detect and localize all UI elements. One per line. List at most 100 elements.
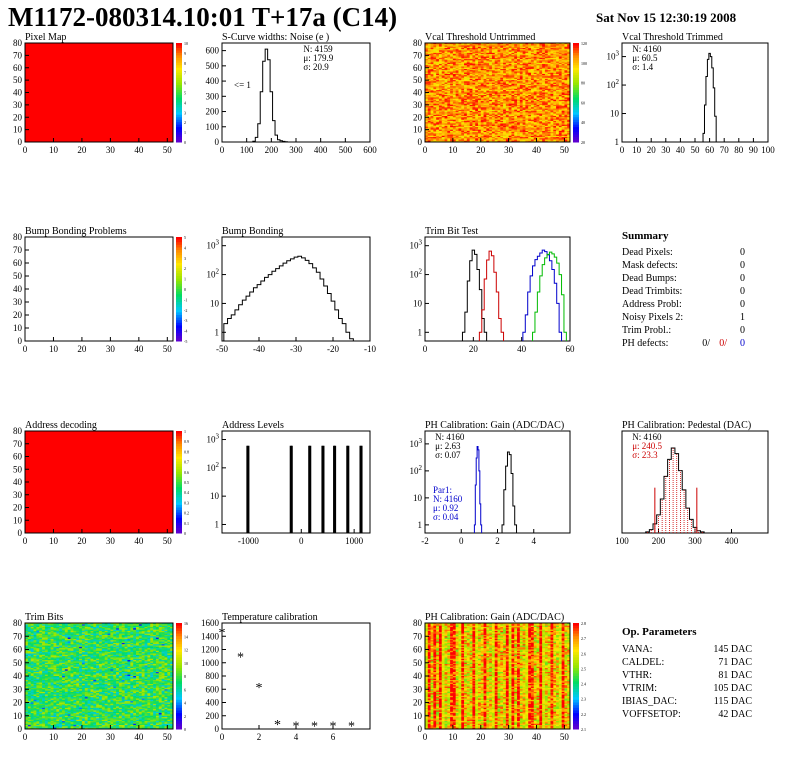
heatmap-cell <box>452 127 456 129</box>
heatmap-cell <box>553 76 557 78</box>
heatmap-cell <box>494 93 498 96</box>
heatmap-cell <box>561 70 565 72</box>
z-scale-segment <box>176 515 182 519</box>
heatmap-cell <box>47 628 51 630</box>
heatmap-cell <box>450 123 454 125</box>
z-scale-segment <box>176 70 182 74</box>
heatmap-cell <box>486 52 490 55</box>
heatmap-cell <box>494 111 498 113</box>
heatmap-cell <box>466 129 470 132</box>
heatmap-cell <box>544 76 548 78</box>
heatmap-cell <box>170 625 174 628</box>
heatmap-cell <box>455 127 459 129</box>
heatmap-cell <box>430 127 434 129</box>
heatmap-cell <box>444 111 448 113</box>
heatmap-cell <box>564 78 568 81</box>
heatmap-cell <box>525 124 529 127</box>
heatmap-cell <box>452 86 456 88</box>
heatmap-cell <box>475 107 479 109</box>
heatmap-cell <box>455 78 459 81</box>
heatmap-cell <box>528 60 532 62</box>
heatmap-cell <box>447 107 451 109</box>
heatmap-cell <box>425 118 429 121</box>
heatmap-cell <box>472 99 476 102</box>
heatmap-cell <box>530 76 535 78</box>
heatmap-cell <box>489 70 493 72</box>
heatmap-cell <box>536 124 540 127</box>
heatmap-cell <box>452 61 456 64</box>
heatmap-cell <box>547 117 551 119</box>
heatmap-cell <box>461 90 465 92</box>
heatmap-cell <box>469 47 473 50</box>
heatmap-cell <box>430 52 434 55</box>
heatmap-cell <box>505 91 509 93</box>
heatmap-cell <box>472 129 476 132</box>
heatmap-cell <box>544 62 548 65</box>
heatmap-cell <box>472 66 476 69</box>
heatmap-cell <box>500 78 504 81</box>
heatmap-cell <box>497 129 501 132</box>
heatmap-cell <box>561 43 565 45</box>
heatmap-cell <box>441 68 445 71</box>
heatmap-cell <box>542 139 546 142</box>
heatmap-cell <box>491 52 496 55</box>
heatmap-cell <box>438 108 443 111</box>
heatmap-cell <box>561 116 565 118</box>
heatmap-cell <box>433 103 437 106</box>
heatmap-cell <box>514 102 518 104</box>
heatmap-cell <box>430 96 434 98</box>
chart-annotation: <= 1 <box>234 80 251 90</box>
heatmap-cell <box>567 128 571 130</box>
heatmap-cell <box>452 135 456 138</box>
heatmap-cell <box>542 88 546 91</box>
z-scale-segment <box>176 47 182 51</box>
heatmap-cell <box>444 83 448 86</box>
heatmap-cell <box>475 98 479 101</box>
heatmap-cell <box>547 51 551 54</box>
heatmap-cell <box>514 91 518 93</box>
heatmap-cell <box>455 75 459 77</box>
heatmap-cell <box>558 71 562 73</box>
heatmap-cell <box>427 94 431 97</box>
heatmap-cell <box>489 75 493 77</box>
heatmap-cell <box>444 92 448 95</box>
heatmap-cell <box>503 119 507 122</box>
heatmap-cell <box>461 45 465 48</box>
heatmap-cell <box>477 133 482 135</box>
heatmap-cell <box>564 139 568 142</box>
heatmap-cell <box>444 107 448 109</box>
heatmap-cell <box>438 94 443 97</box>
heatmap-cell <box>544 107 548 109</box>
heatmap-cell <box>464 133 468 135</box>
heatmap-cell <box>477 93 482 96</box>
heatmap-cell <box>425 133 429 135</box>
z-scale-segment <box>176 461 182 465</box>
heatmap-cell <box>452 65 456 67</box>
heatmap-cell <box>564 124 568 127</box>
heatmap-cell <box>150 623 154 625</box>
heatmap-cell <box>567 114 571 117</box>
heatmap-cell <box>430 119 434 122</box>
heatmap-cell <box>511 101 515 103</box>
x-tick-label: -40 <box>253 344 265 354</box>
heatmap-cell <box>550 135 554 138</box>
heatmap-cell <box>542 85 546 87</box>
heatmap-cell <box>536 90 540 92</box>
heatmap-cell <box>519 62 523 65</box>
heatmap-cell <box>519 47 523 50</box>
heatmap-cell <box>425 70 429 72</box>
heatmap-cell <box>464 72 468 75</box>
heatmap-cell <box>438 68 443 71</box>
heatmap-cell <box>59 624 63 626</box>
heatmap-cell <box>561 122 565 124</box>
heatmap-cell <box>542 44 546 46</box>
heatmap-cell <box>544 118 548 121</box>
heatmap-cell <box>90 624 94 626</box>
heatmap-cell <box>455 134 459 137</box>
heatmap-cell <box>87 628 91 630</box>
heatmap-cell <box>567 66 571 69</box>
heatmap-cell <box>136 628 140 630</box>
heatmap-cell <box>455 45 459 48</box>
heatmap-cell <box>500 118 504 121</box>
heatmap-cell <box>525 68 529 71</box>
